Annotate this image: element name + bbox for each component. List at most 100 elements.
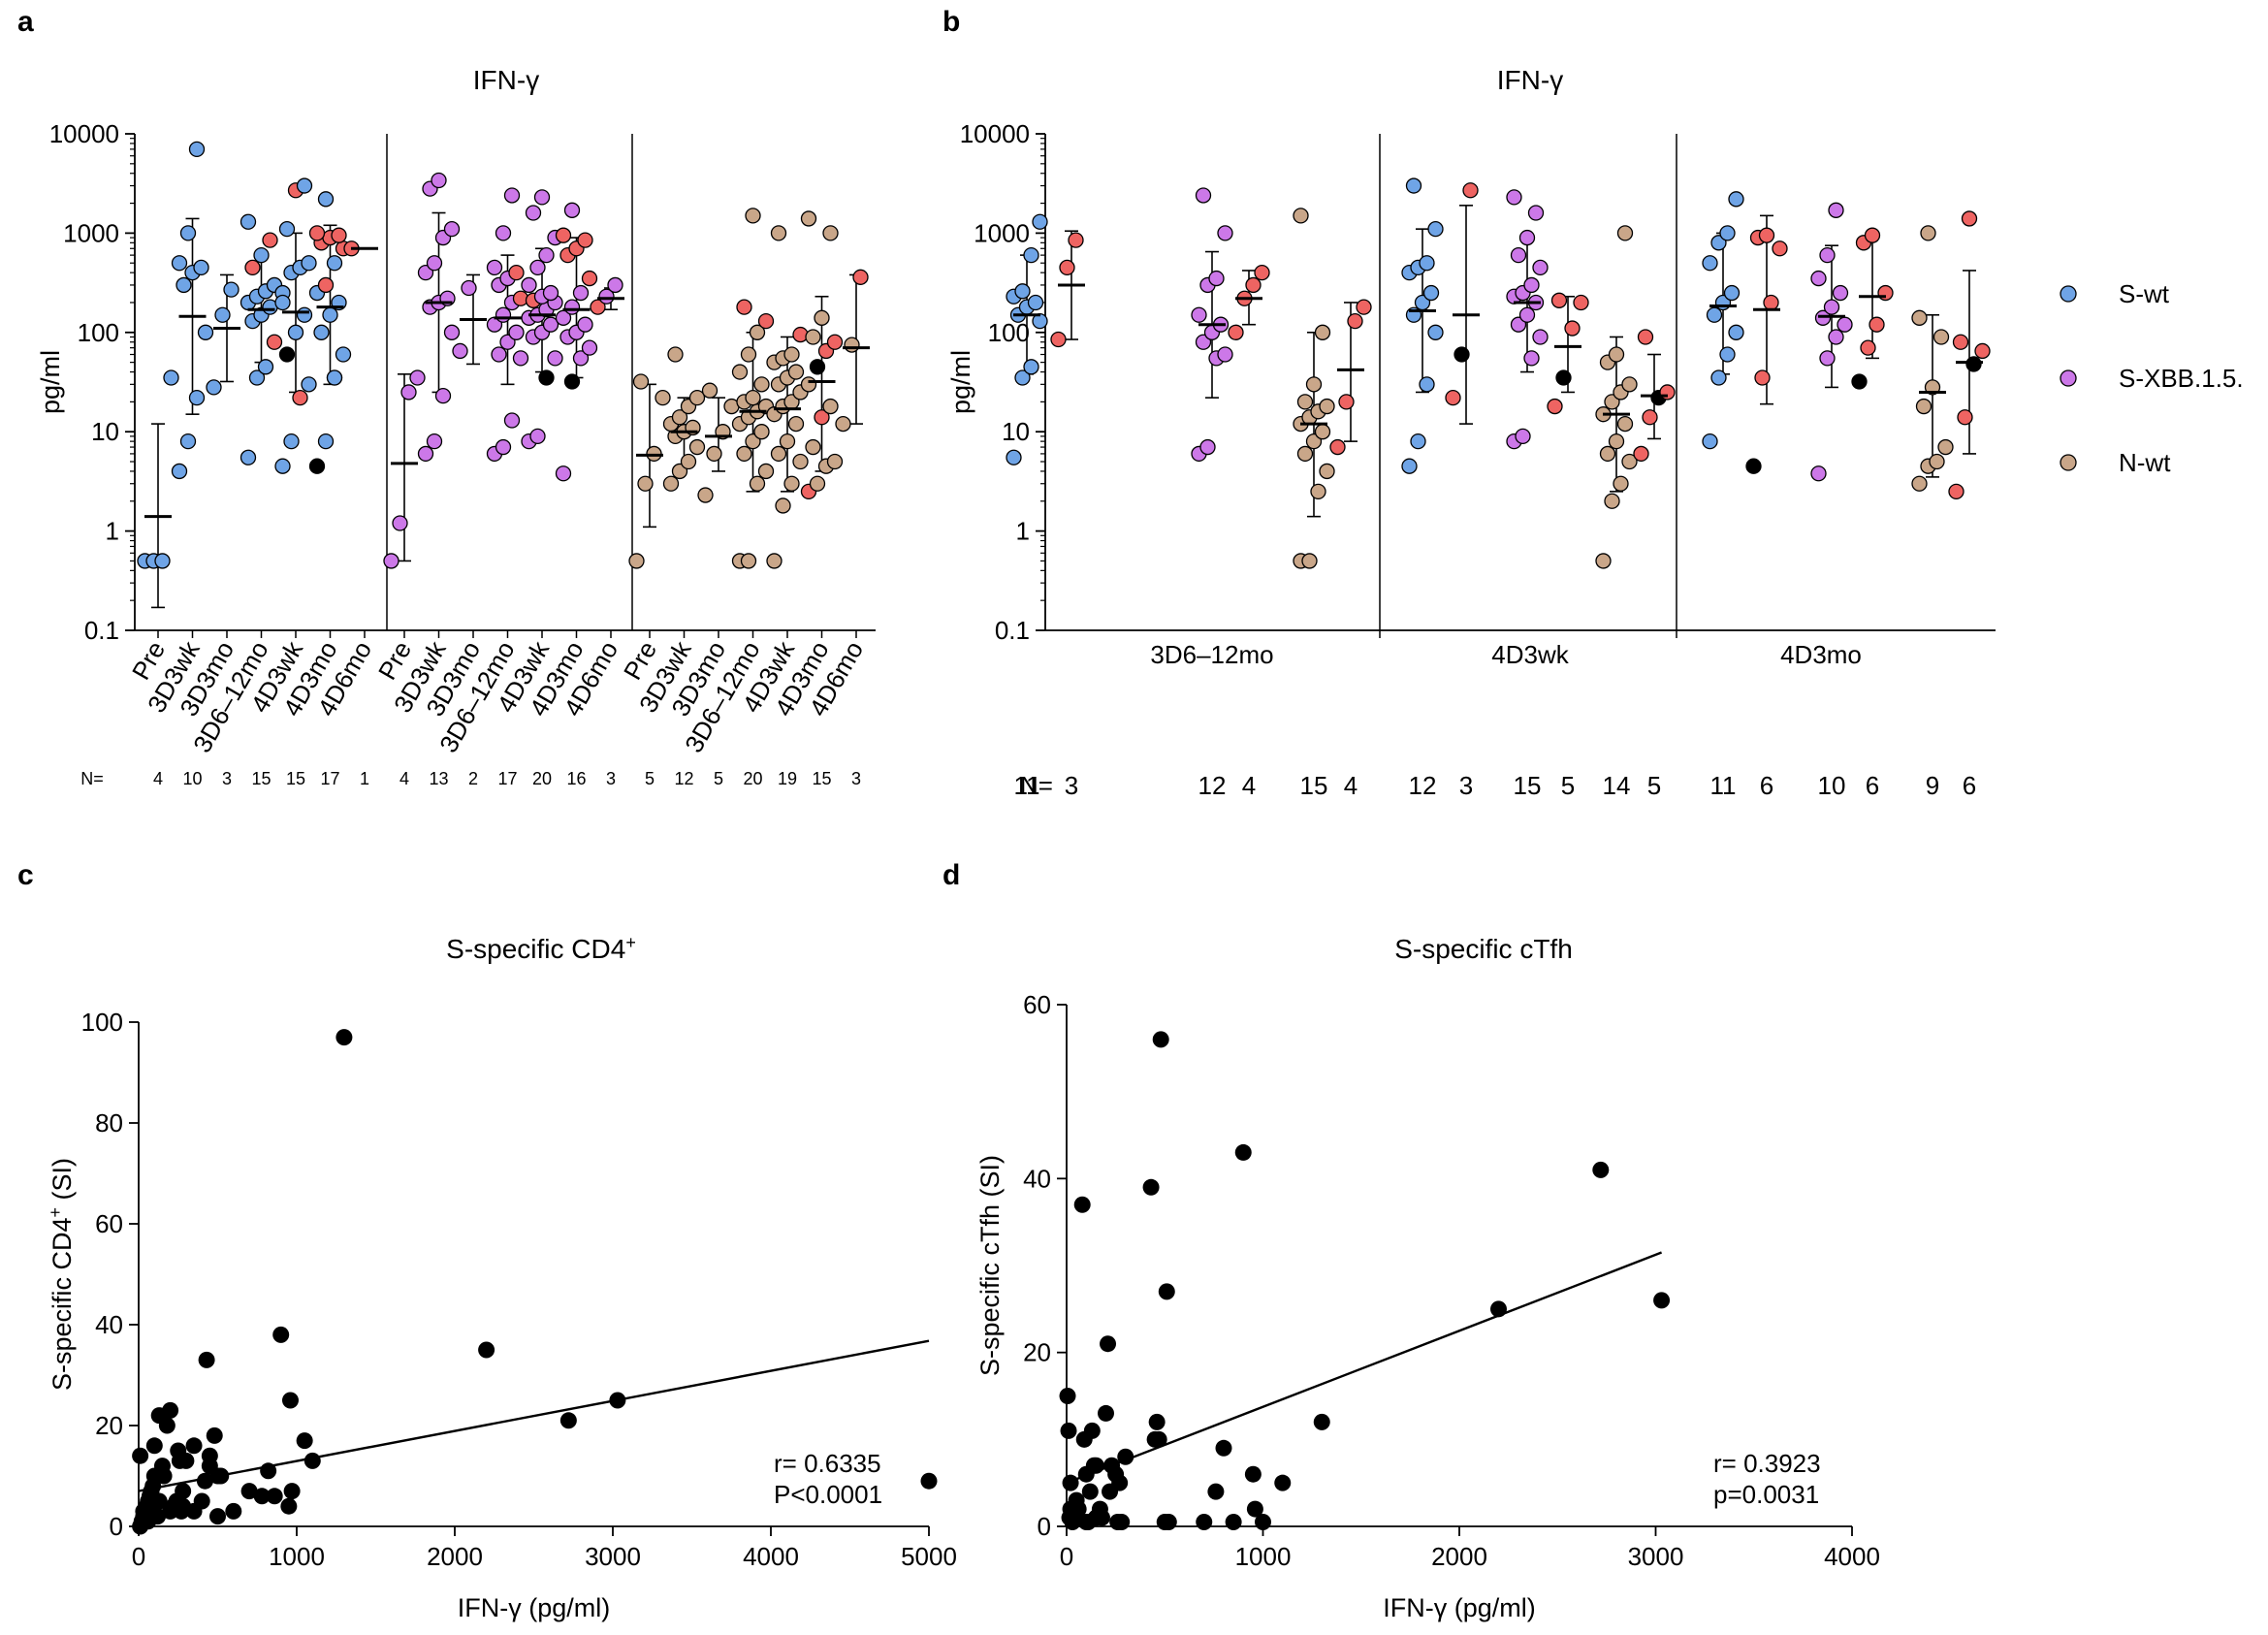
n-count: 12 [1409, 771, 1437, 800]
n-count: 5 [1561, 771, 1575, 800]
data-point [1837, 316, 1853, 333]
data-point [171, 1452, 188, 1469]
data-point [281, 1392, 299, 1409]
data-point [1819, 246, 1836, 264]
n-count: 12 [674, 769, 693, 788]
data-point [262, 232, 278, 248]
data-point [1068, 232, 1084, 248]
x-tick-label: 2000 [1431, 1542, 1487, 1571]
data-point [214, 306, 231, 323]
legend-label: S-wt [2119, 279, 2170, 308]
data-point [607, 276, 623, 294]
data-point [1933, 329, 1950, 345]
x-tick-label: 0 [1060, 1542, 1073, 1571]
panel-d-chart: S-specific cTfh 0 20 40 60 0 1000 2000 3000 4000 I… [975, 934, 1880, 1622]
data-point [1564, 320, 1581, 337]
data-point [822, 225, 839, 241]
n-count: 15 [251, 769, 271, 788]
data-point [1255, 1514, 1271, 1531]
data-point [495, 438, 512, 456]
n-count: 20 [532, 769, 552, 788]
data-point [317, 276, 335, 294]
n-label: N= [80, 769, 104, 788]
data-point [1810, 270, 1827, 287]
data-point [1745, 458, 1762, 474]
data-point [1314, 424, 1331, 440]
data-point [1152, 1031, 1169, 1048]
data-point [1719, 225, 1736, 241]
data-point [253, 246, 270, 264]
data-point [572, 350, 590, 367]
n-count: 3 [1459, 771, 1473, 800]
data-point [383, 553, 399, 569]
data-point [1608, 433, 1625, 450]
n-count: 17 [497, 769, 517, 788]
data-point [1356, 299, 1372, 315]
data-point [1158, 1283, 1175, 1300]
data-point [431, 172, 447, 189]
data-point [1506, 189, 1522, 206]
n-label: N= [1020, 771, 1053, 800]
data-point [1196, 1514, 1213, 1531]
legend-label: N-wt [2119, 448, 2171, 477]
y-tick-label: 40 [1023, 1164, 1051, 1193]
data-point [555, 227, 572, 243]
data-point [225, 1502, 242, 1520]
data-point [1814, 309, 1832, 326]
y-axis-label-text: S-specific cTfh (SI) [975, 1155, 1005, 1376]
data-point [1523, 350, 1540, 367]
data-point [1427, 221, 1444, 238]
data-point [223, 281, 240, 298]
data-point [240, 1483, 258, 1500]
data-point [1293, 208, 1309, 224]
data-point [1633, 445, 1649, 463]
y-axis-label: S-specific cTfh (SI) [975, 1155, 1005, 1376]
data-point [1832, 284, 1849, 302]
data-point [740, 346, 757, 363]
legend-marker [2060, 454, 2077, 471]
data-point [706, 445, 722, 463]
data-point [775, 497, 791, 514]
data-point [1642, 409, 1658, 426]
data-point [680, 453, 697, 470]
y-tick-label: 100 [78, 318, 119, 347]
data-point [1006, 449, 1022, 465]
data-point [1595, 553, 1612, 569]
data-point [163, 369, 179, 386]
data-point [280, 1497, 298, 1515]
data-point [1702, 255, 1718, 272]
data-point [1613, 475, 1629, 492]
y-tick-label: 80 [95, 1108, 123, 1138]
p-value: p=0.0031 [1713, 1480, 1819, 1509]
x-tick-label: 1000 [1235, 1542, 1292, 1571]
data-point [296, 1432, 313, 1450]
data-point [701, 382, 719, 399]
data-point [1195, 187, 1212, 204]
data-point [443, 324, 461, 340]
y-axis-label-suffix: (SI) [48, 1158, 77, 1207]
data-point [852, 269, 869, 285]
x-axis-label: IFN-γ (pg/ml) [1383, 1593, 1536, 1622]
data-point [179, 433, 197, 450]
data-point [303, 1452, 321, 1469]
data-point [198, 1351, 215, 1368]
data-point [206, 1427, 223, 1444]
data-point [1860, 339, 1876, 356]
data-point [1254, 264, 1270, 281]
y-tick-label: 10000 [960, 119, 1030, 148]
data-point [1462, 182, 1479, 199]
y-tick-label: 100 [988, 318, 1030, 347]
data-point [1207, 1483, 1225, 1500]
data-point [452, 342, 468, 360]
data-point [1573, 294, 1589, 311]
data-point [1819, 350, 1836, 367]
data-point [1948, 483, 1965, 500]
data-point [1314, 324, 1331, 340]
y-tick-label: 1000 [63, 218, 119, 247]
chart-title: S-specific CD4+ [446, 933, 636, 964]
chart-title-text: S-specific CD4 [446, 934, 625, 964]
n-count: 10 [1818, 771, 1846, 800]
data-point [274, 294, 291, 311]
data-point [1245, 276, 1262, 294]
chart-title-text: S-specific cTfh [1394, 934, 1573, 964]
